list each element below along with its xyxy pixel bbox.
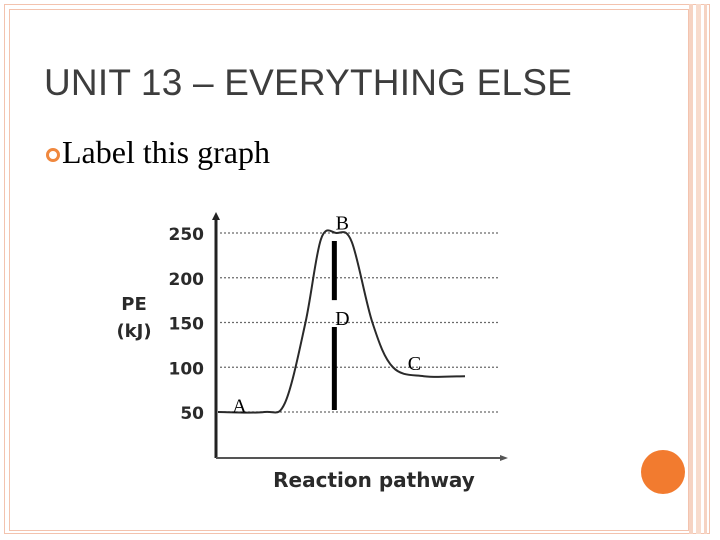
y-tick-label: 150 <box>169 315 205 335</box>
border-inner-frame <box>9 9 689 531</box>
border-outer-frame <box>4 4 710 534</box>
right-border-band <box>704 4 707 534</box>
bullet-item: Label this graph <box>46 134 270 171</box>
label-c: C <box>408 353 421 375</box>
label-d: D <box>335 308 349 330</box>
bullet-text: Label this graph <box>62 134 270 170</box>
y-tick-label: 100 <box>169 359 205 379</box>
label-b: B <box>336 212 349 234</box>
y-axis-arrow-icon <box>212 212 220 220</box>
bullet-ring-icon <box>46 147 60 162</box>
decorative-orange-dot <box>641 450 685 494</box>
y-tick-label: 200 <box>169 270 205 290</box>
right-border-band <box>696 4 701 534</box>
y-tick-label: 50 <box>180 404 204 424</box>
y-axis-label: PE <box>121 294 147 315</box>
energy-curve <box>217 229 466 414</box>
y-tick-label: 250 <box>169 225 205 245</box>
label-a: A <box>232 396 247 418</box>
slide-title: UNIT 13 – EVERYTHING ELSE <box>44 62 572 103</box>
y-axis-label-unit: (kJ) <box>116 321 151 342</box>
x-axis-arrow-icon <box>500 455 508 461</box>
x-axis-label: Reaction pathway <box>273 468 475 492</box>
right-border-band <box>689 4 693 534</box>
